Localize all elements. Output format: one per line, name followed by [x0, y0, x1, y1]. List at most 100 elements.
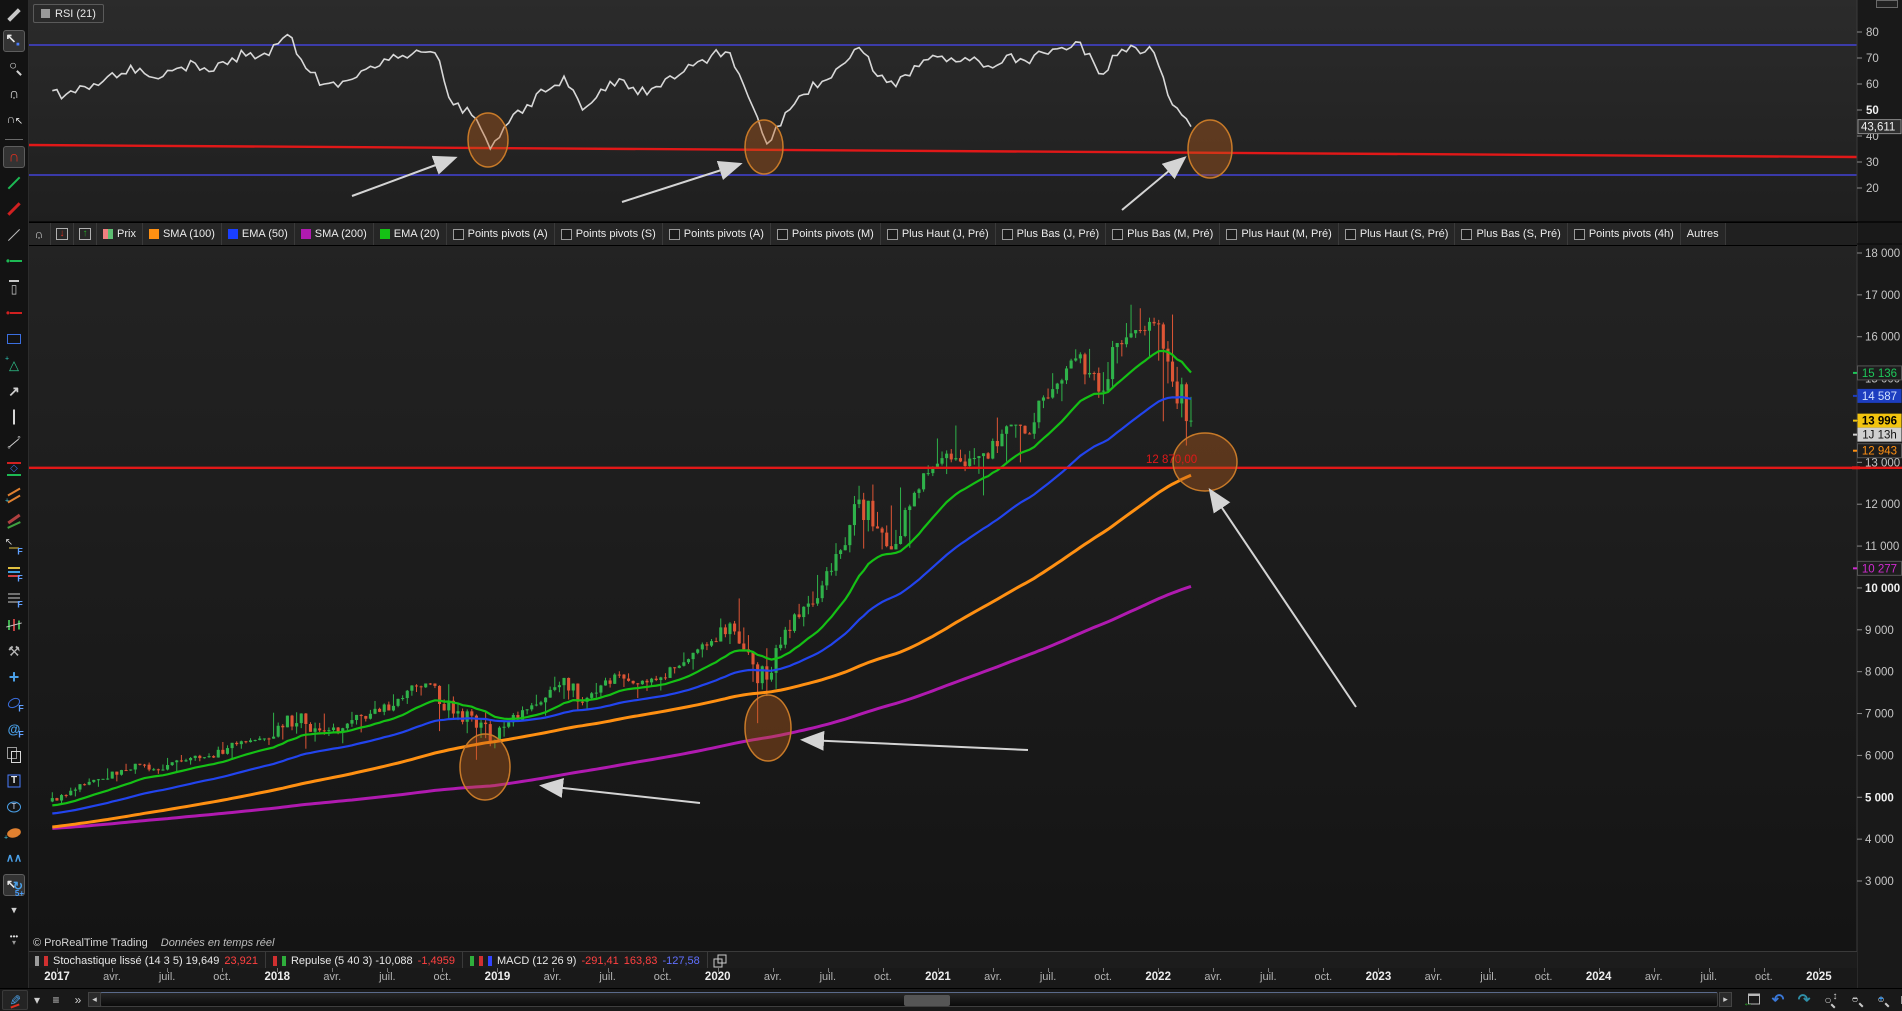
rectangle-tool-icon[interactable]	[3, 328, 25, 350]
horizontal-line-green-icon[interactable]: •	[3, 250, 25, 272]
annotation-arrow[interactable]	[1121, 156, 1187, 211]
toolbar-expand-button[interactable]: »	[74, 993, 82, 1007]
tools-icon[interactable]: ⚒	[7, 643, 21, 659]
highlight-ellipse[interactable]	[744, 119, 784, 175]
measure-ruler-icon[interactable]	[3, 4, 25, 26]
arrow-tool-icon[interactable]: ↗	[8, 383, 20, 399]
segment-tool-icon[interactable]: ∘ ∘	[6, 433, 22, 452]
goto-date-icon[interactable]: ←	[1740, 990, 1764, 1010]
indicator-status-macd[interactable]: MACD (12 26 9) -291,41 163,83 -127,58	[463, 952, 708, 969]
indicator-toggle-points-pivots-4h[interactable]: Points pivots (4h)	[1567, 223, 1681, 245]
axis-settings-icon[interactable]	[1896, 990, 1902, 1010]
zoom-fit-icon[interactable]: ○ ↕	[1824, 991, 1838, 1009]
indicator-toggle-plus-haut-s-pr[interactable]: Plus Haut (S, Pré)	[1338, 223, 1456, 245]
vertical-line-icon[interactable]	[3, 406, 25, 428]
indicator-checkbox[interactable]	[560, 228, 572, 240]
text-tool-icon[interactable]: T	[3, 770, 25, 792]
panel-corner-button[interactable]	[1876, 0, 1898, 8]
annotation-arrow[interactable]	[539, 778, 701, 804]
alert-bell-icon[interactable]: ∩ ▪	[8, 85, 20, 102]
horizontal-line-red-icon[interactable]: •	[3, 302, 25, 324]
indicator-checkbox[interactable]	[1001, 228, 1013, 240]
cursor-lock-icon[interactable]: ↖ ▪	[3, 30, 25, 52]
indicator-toggle-plus-bas-j-pr[interactable]: Plus Bas (J, Pré)	[995, 223, 1107, 245]
spiral-fibonacci-icon[interactable]: @ F	[7, 721, 24, 740]
indicator-toggle-plus-haut-j-pr[interactable]: Plus Haut (J, Pré)	[880, 223, 996, 245]
more-tools-icon[interactable]: ••• ▾	[9, 932, 19, 947]
indicator-checkbox[interactable]	[886, 228, 898, 240]
double-top-pattern-icon[interactable]: ∧ ∧	[5, 852, 23, 865]
indicator-checkbox[interactable]	[1344, 228, 1356, 240]
undo-icon[interactable]: ↶	[1771, 991, 1785, 1009]
highlight-ellipse[interactable]	[1172, 432, 1238, 492]
indicator-toggle-plus-haut-m-pr[interactable]: Plus Haut (M, Pré)	[1220, 223, 1339, 245]
indicator-toggle-autres[interactable]: Autres	[1680, 223, 1726, 245]
fibonacci-cursor-icon[interactable]: ↖ F	[4, 537, 23, 557]
indicator-toggle-sma-100[interactable]: SMA (100)	[142, 223, 222, 245]
move-tool-icon[interactable]: +	[8, 667, 20, 687]
trendline-gray-icon[interactable]	[3, 224, 25, 246]
pitchfork-icon[interactable]	[3, 510, 25, 532]
indicator-checkbox[interactable]	[1112, 228, 1124, 240]
highlight-ellipse[interactable]	[459, 733, 511, 801]
indicator-toggle-sma-200[interactable]: SMA (200)	[294, 223, 374, 245]
copy-tool-icon[interactable]	[3, 744, 25, 766]
zoom-magnifier-icon[interactable]: ○	[3, 56, 25, 78]
time-scrollbar[interactable]	[100, 992, 1718, 1007]
draw-mode-caret[interactable]: ▾	[33, 993, 41, 1007]
indicator-checkbox[interactable]	[776, 228, 788, 240]
indicator-checkbox[interactable]	[1226, 228, 1238, 240]
annotation-arrow[interactable]	[1208, 488, 1357, 708]
zoom-in-icon[interactable]: ○ +	[1870, 990, 1894, 1010]
highlight-ellipse[interactable]	[467, 112, 509, 168]
time-axis[interactable]: 2017 avr. juil. oct. 2018 avr. juil. oct. 2019 av…	[28, 968, 1857, 988]
zoom-out-icon[interactable]: ○ −	[1844, 990, 1868, 1010]
indicator-toggle-ema-50[interactable]: EMA (50)	[221, 223, 295, 245]
indicator-toggle-points-pivots-m[interactable]: Points pivots (M)	[770, 223, 881, 245]
callout-tool-icon[interactable]: T	[3, 796, 25, 818]
alerts-bell-icon[interactable]: ∩ ▪	[28, 223, 51, 245]
rsi-indicator-chip[interactable]: RSI (21)	[33, 4, 104, 23]
rsi-support-trendline[interactable]	[27, 143, 1858, 159]
magnet-mode-icon[interactable]: ∩	[3, 146, 25, 168]
triangle-tool-icon[interactable]: △ +	[4, 355, 19, 373]
parallel-channel-icon[interactable]: +	[3, 484, 25, 506]
redo-icon[interactable]: ↷	[1797, 991, 1811, 1009]
indicator-checkbox[interactable]	[1573, 228, 1585, 240]
toolbar-expand-chevron[interactable]: ▾	[11, 904, 17, 917]
highlight-ellipse[interactable]	[1187, 119, 1233, 179]
indicator-toggle-ema-20[interactable]: EMA (20)	[373, 223, 447, 245]
indicator-toggle-points-pivots-a[interactable]: Points pivots (A)	[446, 223, 555, 245]
trendline-red-icon[interactable]	[3, 198, 25, 220]
indicator-checkbox[interactable]	[668, 228, 680, 240]
ellipse-orange-icon[interactable]: +	[3, 822, 25, 844]
indicator-toggle-plus-bas-m-pr[interactable]: Plus Bas (M, Pré)	[1106, 223, 1221, 245]
fibonacci-lines-icon[interactable]: F	[3, 588, 25, 610]
indicator-status-stochastic[interactable]: Stochastique lissé (14 3 5) 19,649 23,921	[28, 952, 266, 969]
zigzag-channel-icon[interactable]: ◇	[3, 458, 25, 480]
scroll-right-button[interactable]: ▸	[1719, 992, 1732, 1007]
annotation-arrow[interactable]	[621, 160, 743, 203]
candle-pattern-icon[interactable]	[3, 614, 25, 636]
indicator-status-repulse[interactable]: Repulse (5 40 3) -10,088 -1,4959	[266, 952, 463, 969]
indicator-toggle-plus-bas-s-pr[interactable]: Plus Bas (S, Pré)	[1455, 223, 1568, 245]
highlight-ellipse[interactable]	[744, 694, 792, 762]
annotation-arrow[interactable]	[351, 155, 458, 197]
trendline-green-icon[interactable]	[3, 172, 25, 194]
annotation-arrow[interactable]	[800, 730, 1029, 751]
time-scrollbar-thumb[interactable]	[904, 995, 950, 1006]
ellipse-fibonacci-icon[interactable]: F	[3, 692, 25, 714]
cursor-rotate-icon[interactable]: ↖ ↻ 5+	[3, 874, 25, 898]
indicator-toggle-points-pivots-s[interactable]: Points pivots (S)	[554, 223, 663, 245]
indicator-checkbox[interactable]	[1461, 228, 1473, 240]
indicator-toggle-prix[interactable]: Prix	[97, 223, 143, 245]
chart-menu-button[interactable]: ≡	[52, 993, 60, 1007]
indicator-toggle-points-pivots-a[interactable]: Points pivots (A)	[662, 223, 771, 245]
buy-order-icon[interactable]: ↑	[74, 223, 97, 245]
window-popout-icon[interactable]	[712, 952, 728, 969]
indicator-checkbox[interactable]	[452, 228, 464, 240]
draw-mode-icon[interactable]: ✎	[2, 990, 28, 1010]
sell-order-icon[interactable]: ↓	[51, 223, 74, 245]
alert-modify-icon[interactable]: ∩ ↖	[6, 112, 24, 127]
